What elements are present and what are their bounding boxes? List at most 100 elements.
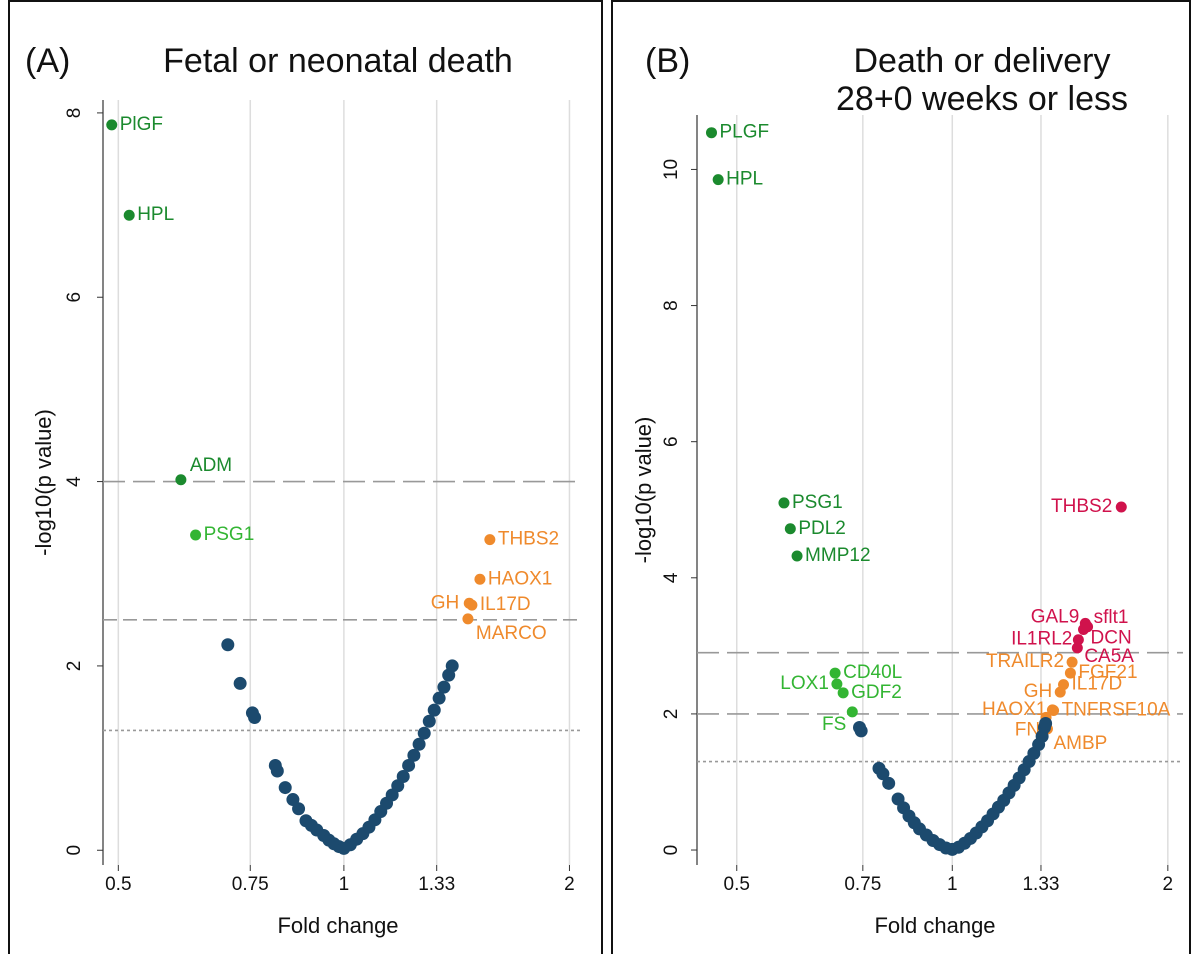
data-point — [484, 534, 496, 546]
data-point — [784, 523, 796, 535]
data-point — [1071, 642, 1083, 654]
data-point — [846, 706, 858, 718]
data-point — [882, 776, 896, 790]
data-point — [1066, 656, 1078, 668]
chart-title: 28+0 weeks or less — [836, 80, 1128, 118]
data-point — [1115, 501, 1127, 513]
x-tick-label: 0.5 — [724, 874, 750, 895]
y-tick-label: 2 — [64, 661, 85, 672]
x-tick-label: 0.75 — [232, 874, 269, 895]
panel-label: (B) — [645, 42, 690, 80]
data-point — [417, 726, 431, 740]
data-point — [712, 174, 724, 186]
data-point — [427, 703, 441, 717]
chart-title: Death or delivery — [853, 42, 1110, 80]
panel-frame — [8, 0, 603, 954]
x-tick-label: 0.5 — [105, 874, 131, 895]
point-label: IL1RL2 — [1011, 629, 1072, 650]
data-point — [778, 497, 790, 509]
point-label: THBS2 — [498, 529, 559, 550]
data-point — [396, 770, 410, 784]
x-tick-label: 1 — [947, 874, 958, 895]
point-label: ADM — [190, 455, 232, 476]
data-point — [123, 209, 135, 221]
y-tick-label: 4 — [64, 476, 85, 487]
data-point — [432, 691, 446, 705]
data-point — [1078, 624, 1090, 636]
x-tick-label: 1.33 — [1022, 874, 1059, 895]
y-tick-label: 4 — [661, 572, 682, 583]
data-point — [829, 667, 841, 679]
data-point — [1048, 705, 1060, 717]
data-point — [474, 573, 486, 585]
data-point — [221, 638, 235, 652]
data-point — [462, 613, 474, 625]
point-label: PSG1 — [204, 524, 255, 545]
data-point — [1058, 679, 1070, 691]
point-label: sflt1 — [1094, 607, 1129, 628]
data-point — [791, 550, 803, 562]
point-label: CA5A — [1084, 646, 1134, 667]
point-label: HAOX1 — [488, 568, 552, 589]
data-point — [175, 474, 187, 486]
point-label: PLGF — [719, 122, 769, 143]
data-point — [1064, 667, 1076, 679]
data-point — [407, 748, 421, 762]
data-point — [705, 127, 717, 139]
data-point — [402, 758, 416, 772]
point-label: LOX1 — [780, 673, 829, 694]
panel-label: (A) — [25, 42, 70, 80]
point-label: FGF21 — [1078, 662, 1137, 683]
point-label: TRAILR2 — [986, 651, 1064, 672]
data-point — [445, 659, 459, 673]
y-tick-label: 2 — [661, 709, 682, 720]
data-point — [876, 767, 890, 781]
point-label: TNFRSF10A — [1062, 700, 1171, 721]
point-label: GH — [431, 592, 460, 613]
data-point — [466, 599, 478, 611]
y-axis-label: -log10(p value) — [631, 417, 656, 564]
x-tick-label: 1 — [339, 874, 350, 895]
point-label: AMBP — [1053, 733, 1107, 754]
data-point — [1072, 634, 1084, 646]
point-label: GAL9 — [1031, 606, 1080, 627]
data-point — [422, 714, 436, 728]
x-tick-label: 2 — [1163, 874, 1174, 895]
point-label: GH — [1024, 681, 1053, 702]
data-point — [248, 711, 262, 725]
y-tick-label: 0 — [64, 845, 85, 856]
data-point — [437, 680, 451, 694]
x-tick-label: 2 — [564, 874, 575, 895]
y-tick-label: 6 — [661, 436, 682, 447]
data-point — [190, 529, 202, 541]
data-point — [278, 781, 292, 795]
y-tick-label: 8 — [64, 108, 85, 119]
data-point — [1039, 716, 1053, 730]
chart-title: Fetal or neonatal death — [163, 42, 513, 80]
point-label: HAOX1 — [982, 699, 1046, 720]
point-label: GDF2 — [851, 682, 902, 703]
x-axis-label: Fold change — [277, 913, 398, 938]
data-point — [292, 802, 306, 816]
point-label: PlGF — [120, 114, 163, 135]
data-point — [854, 724, 868, 738]
data-point — [837, 687, 849, 699]
point-label: PDL2 — [798, 518, 846, 539]
data-point — [233, 676, 247, 690]
data-point — [831, 678, 843, 690]
point-label: IL17D — [1072, 674, 1123, 695]
y-tick-label: 0 — [661, 845, 682, 856]
point-label: IL17D — [480, 594, 531, 615]
point-label: FS — [822, 714, 846, 735]
point-label: DCN — [1091, 628, 1132, 649]
y-tick-label: 6 — [64, 292, 85, 303]
point-label: FN — [1015, 719, 1040, 740]
point-label: HPL — [726, 169, 763, 190]
point-label: PSG1 — [792, 492, 843, 513]
point-label: MMP12 — [805, 545, 870, 566]
panel-frame — [611, 0, 1191, 954]
y-axis-label: -log10(p value) — [31, 409, 56, 556]
x-tick-label: 1.33 — [418, 874, 455, 895]
